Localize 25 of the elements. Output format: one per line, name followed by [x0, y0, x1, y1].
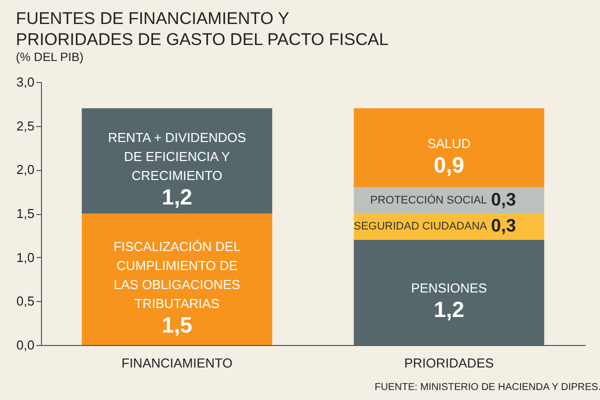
data-label: 0,9 — [434, 152, 464, 178]
y-tick-label: 2,5 — [16, 118, 34, 134]
data-label: 0,3 — [491, 189, 516, 210]
chart-subtitle: (% DEL PIB) — [16, 50, 84, 64]
data-label: 1,2 — [162, 184, 192, 210]
series-label: RENTA + DIVIDENDOS DE EFICIENCIA Y CRECIMIENTO — [108, 130, 246, 183]
y-tick-label: 1,0 — [16, 250, 34, 265]
text: FUENTES DE FINANCIAMIENTO Y — [16, 9, 290, 28]
series-label: PROTECCIÓN SOCIAL — [370, 193, 487, 206]
x-tick-label: FINANCIAMIENTO — [122, 356, 232, 370]
series-label: SEGURIDAD CIUDADANA — [354, 220, 488, 233]
y-tick-label: 3,0 — [16, 74, 34, 90]
series-label: PENSIONES — [411, 280, 488, 296]
y-tick-label: 1,5 — [16, 206, 34, 221]
source-note: FUENTE: MINISTERIO DE HACIENDA Y DIPRES. — [374, 382, 600, 393]
series-label: FISCALIZACIÓN DEL CUMPLIMIENTO DE LAS OBLIGACIONES TRIBUTARIAS — [113, 238, 241, 311]
y-tick-label: 2,0 — [16, 162, 34, 178]
text: PRIORIDADES DE GASTO DEL PACTO FISCAL — [16, 30, 388, 49]
y-tick-label: 0,0 — [16, 338, 34, 352]
series-label: SALUD — [427, 136, 471, 151]
data-label: 1,2 — [434, 296, 464, 322]
y-tick-label: 0,5 — [16, 294, 34, 309]
x-tick-label: PRIORIDADES — [404, 356, 494, 370]
data-label: 0,3 — [491, 216, 516, 236]
data-label: 1,5 — [162, 312, 192, 338]
